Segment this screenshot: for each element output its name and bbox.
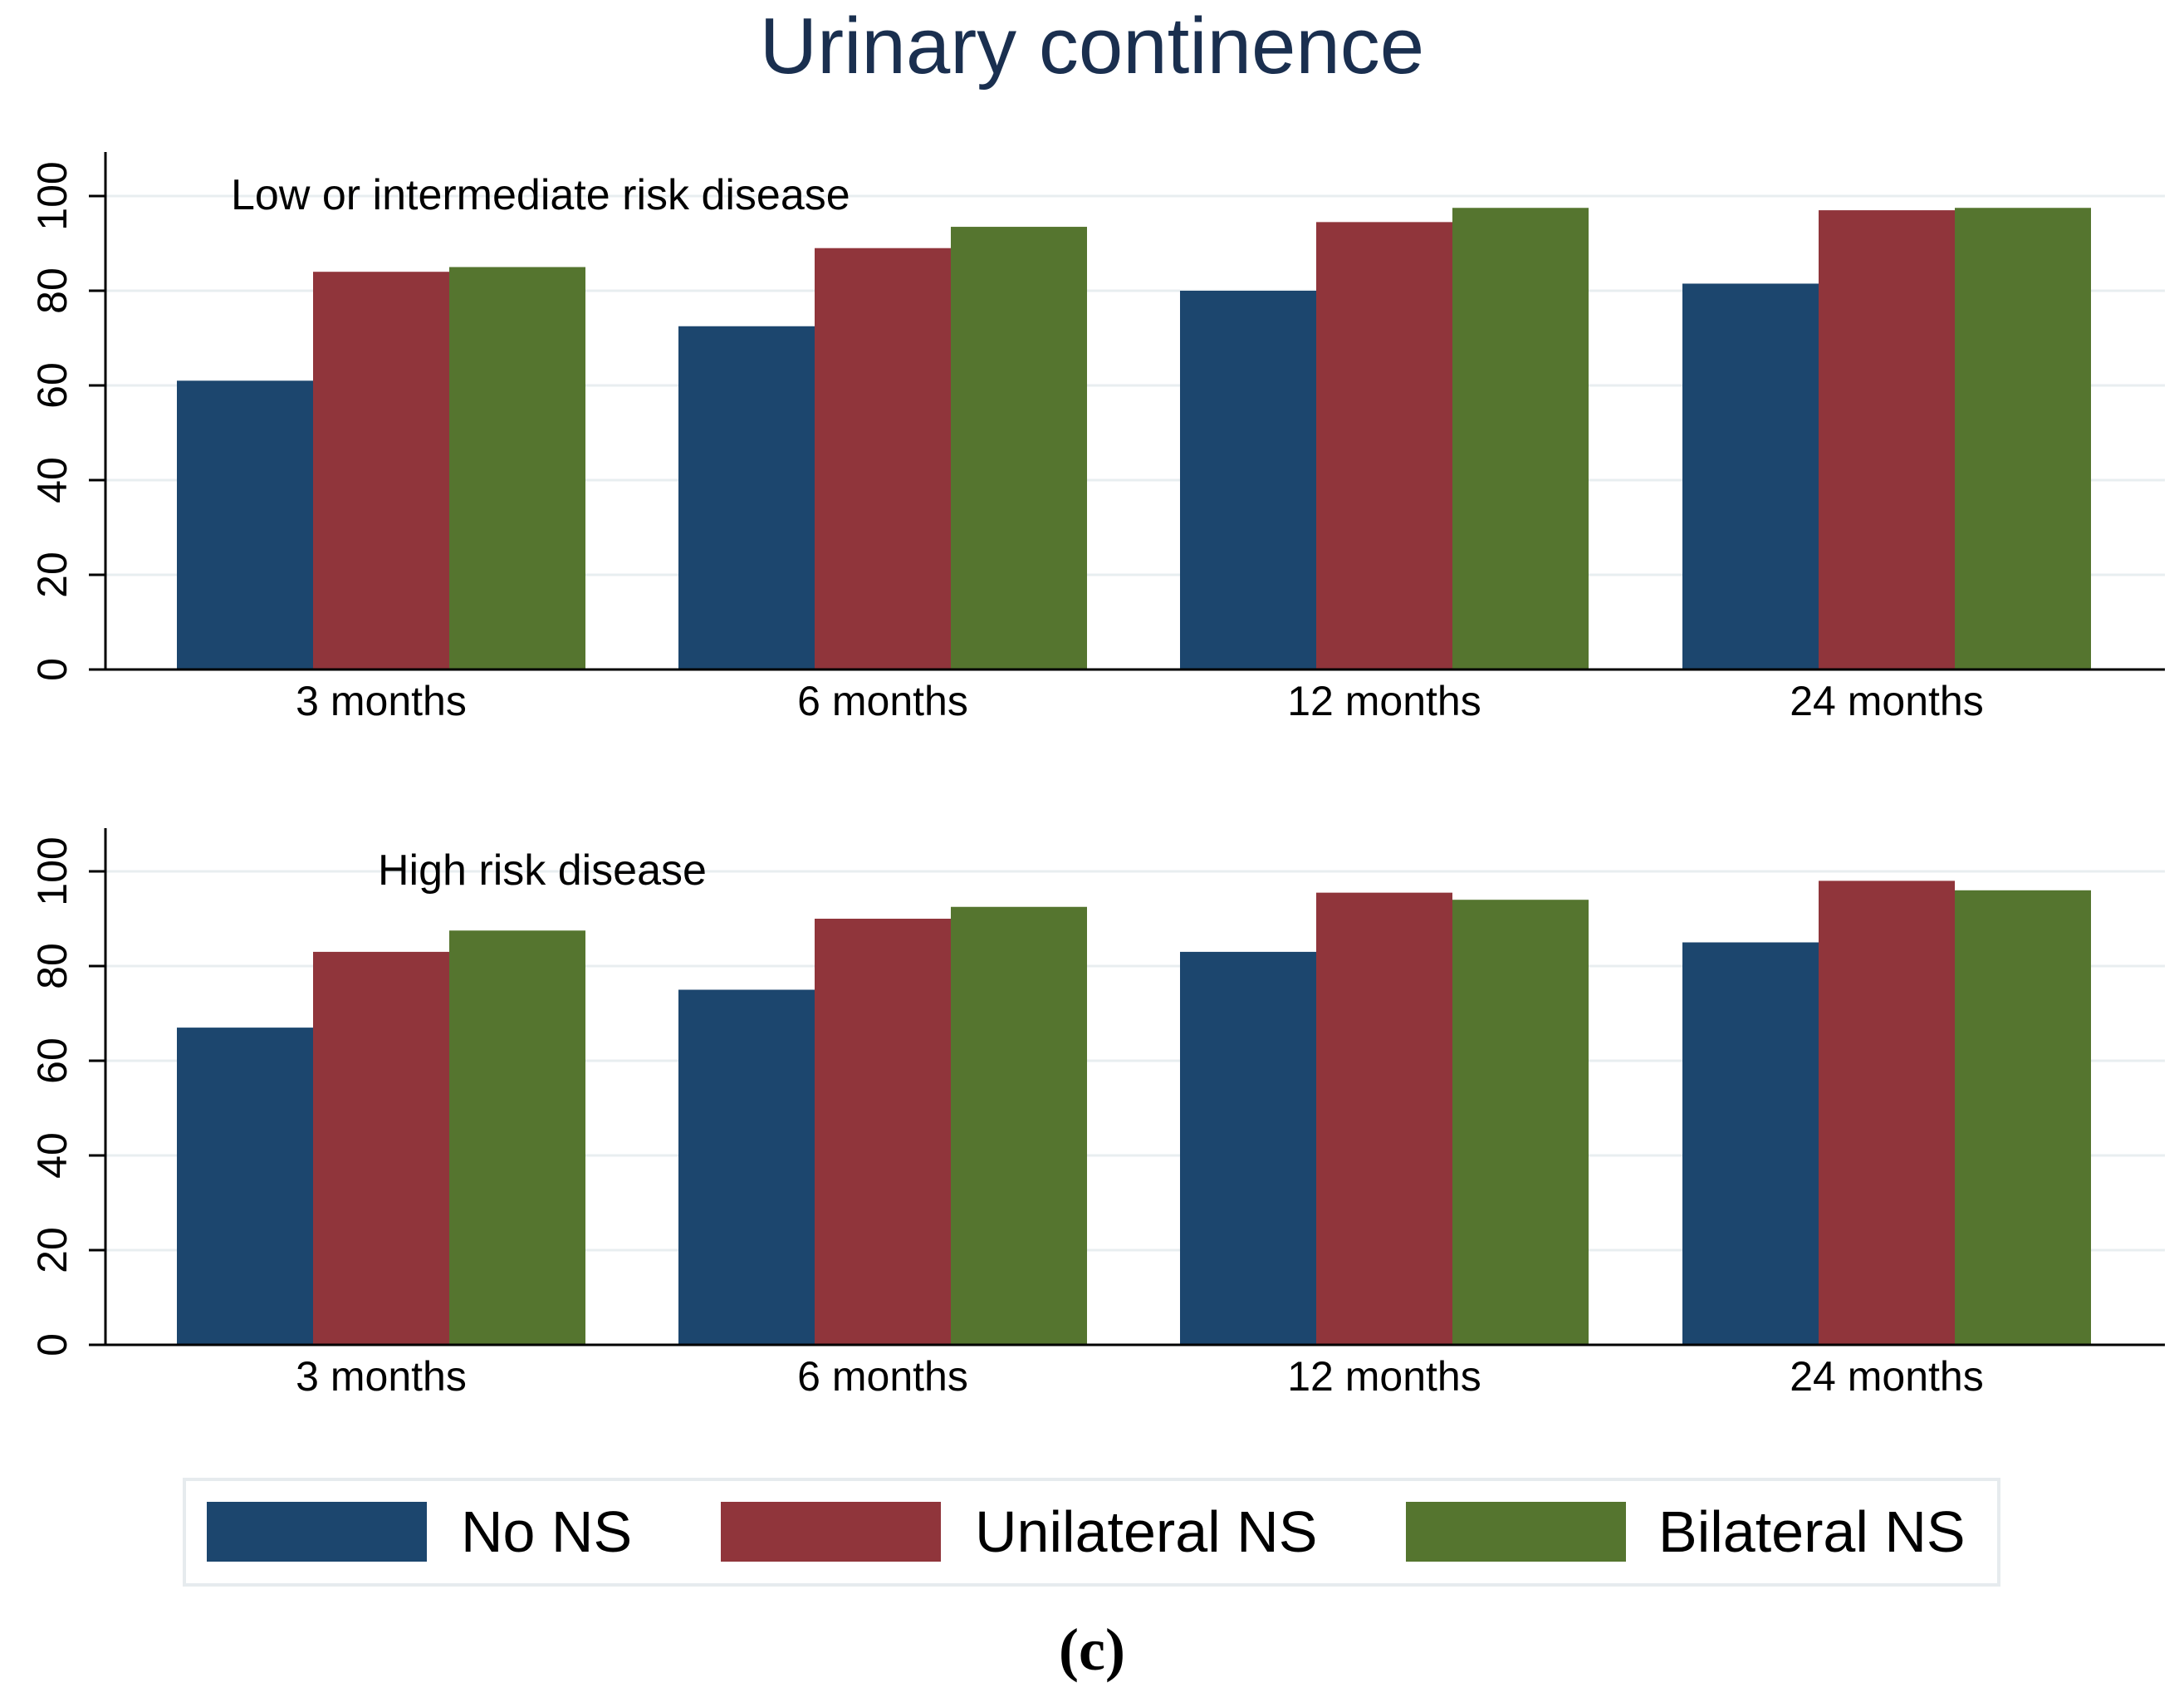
legend-label-no-ns: No NS: [461, 1499, 632, 1564]
chart-panels: 0 20 40 60 80 100 3 months 6 months 12 months 24 …: [29, 152, 2165, 1400]
bar-no-ns-12-months: [1180, 951, 1316, 1345]
y-tick-label: 0: [29, 1333, 76, 1356]
panel-label: High risk disease: [378, 846, 707, 895]
x-tick-label: 6 months: [797, 678, 968, 724]
bar-unilateral-ns-12-months: [1316, 892, 1452, 1345]
x-tick-label: 6 months: [797, 1353, 968, 1400]
legend-box: [183, 1478, 2000, 1587]
bar-bilateral-ns-3-months: [449, 267, 585, 670]
bar-bilateral-ns-12-months: [1452, 900, 1589, 1345]
y-tick-label: 100: [29, 161, 76, 230]
y-tick-label: 40: [29, 457, 76, 503]
y-tick-label: 100: [29, 836, 76, 905]
bar-bilateral-ns-6-months: [951, 906, 1087, 1345]
panel-2: 0 20 40 60 80 100 3 months 6 months 12 months 24 …: [29, 828, 2165, 1400]
bar-no-ns-12-months: [1180, 291, 1316, 670]
bar-bilateral-ns-12-months: [1452, 208, 1589, 670]
y-tick-label: 60: [29, 362, 76, 409]
bar-unilateral-ns-6-months: [815, 248, 951, 670]
bar-unilateral-ns-24-months: [1819, 880, 1955, 1345]
bar-no-ns-6-months: [678, 989, 815, 1345]
y-tick-label: 80: [29, 267, 76, 314]
bar-bilateral-ns-6-months: [951, 227, 1087, 670]
bar-no-ns-6-months: [678, 326, 815, 670]
x-tick-label: 24 months: [1790, 678, 1983, 724]
x-tick-label: 12 months: [1287, 678, 1481, 724]
bar-no-ns-24-months: [1682, 942, 1819, 1345]
bar-no-ns-24-months: [1682, 283, 1819, 670]
bar-bilateral-ns-24-months: [1955, 208, 2091, 670]
x-tick-label: 3 months: [296, 678, 467, 724]
bar-bilateral-ns-3-months: [449, 930, 585, 1345]
panel-1: 0 20 40 60 80 100 3 months 6 months 12 months 24 …: [29, 152, 2165, 724]
bar-no-ns-3-months: [177, 380, 313, 670]
legend: No NS Unilateral NS Bilateral NS: [183, 1478, 2000, 1587]
y-tick-label: 20: [29, 1227, 76, 1273]
bar-bilateral-ns-24-months: [1955, 890, 2091, 1345]
legend-swatch-unilateral-ns: [721, 1502, 941, 1562]
y-tick-label: 0: [29, 658, 76, 681]
bar-unilateral-ns-24-months: [1819, 210, 1955, 670]
bar-no-ns-3-months: [177, 1028, 313, 1345]
bar-unilateral-ns-12-months: [1316, 222, 1452, 670]
legend-swatch-bilateral-ns: [1406, 1502, 1626, 1562]
x-tick-label: 24 months: [1790, 1353, 1983, 1400]
bar-unilateral-ns-3-months: [313, 951, 449, 1345]
legend-label-bilateral-ns: Bilateral NS: [1658, 1499, 1966, 1564]
panel-label: Low or intermediate risk disease: [231, 171, 850, 219]
bar-unilateral-ns-6-months: [815, 919, 951, 1345]
y-tick-label: 40: [29, 1132, 76, 1179]
x-tick-label: 12 months: [1287, 1353, 1481, 1400]
x-tick-label: 3 months: [296, 1353, 467, 1400]
y-tick-label: 20: [29, 552, 76, 598]
legend-swatch-no-ns: [207, 1502, 427, 1562]
y-tick-label: 80: [29, 943, 76, 989]
bar-unilateral-ns-3-months: [313, 272, 449, 670]
y-tick-label: 60: [29, 1037, 76, 1084]
figure-caption: (c): [1059, 1616, 1125, 1683]
chart-title: Urinary continence: [760, 2, 1424, 91]
legend-label-unilateral-ns: Unilateral NS: [975, 1499, 1317, 1564]
